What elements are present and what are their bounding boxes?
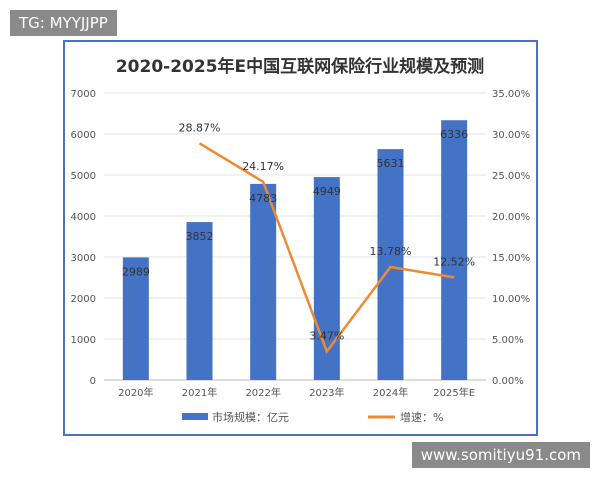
bar — [250, 183, 277, 380]
y-left-tick: 6000 — [71, 130, 96, 141]
watermark-tg: TG: MYYJJPP — [10, 10, 117, 36]
y-right-tick: 20.00% — [492, 212, 530, 223]
y-left-tick: 1000 — [71, 335, 96, 346]
bar — [186, 222, 213, 380]
x-tick: 2025年E — [433, 386, 475, 399]
y-right-tick: 15.00% — [492, 253, 530, 264]
y-right-tick: 5.00% — [492, 335, 524, 346]
legend-bar-swatch — [182, 413, 208, 420]
watermark-site: www.somitiyu91.com — [411, 442, 590, 468]
bar-label: 4949 — [313, 185, 341, 198]
y-left-tick: 7000 — [71, 89, 96, 100]
y-right-tick: 0.00% — [492, 376, 524, 387]
line-label: 24.17% — [242, 160, 284, 173]
chart-title: 2020-2025年E中国互联网保险行业规模及预测 — [116, 56, 484, 77]
line-label: 13.78% — [370, 245, 412, 258]
y-right-tick: 10.00% — [492, 294, 530, 305]
growth-line — [198, 142, 455, 355]
bar — [313, 177, 340, 380]
y-left-tick: 3000 — [71, 253, 96, 264]
y-left-tick: 5000 — [71, 171, 96, 182]
bar-label: 5631 — [377, 157, 405, 170]
x-tick: 2022年 — [245, 386, 280, 399]
x-tick: 2021年 — [182, 386, 217, 399]
y-left-tick: 4000 — [71, 212, 96, 223]
bar — [377, 149, 404, 380]
line-label: 28.87% — [179, 121, 221, 134]
line-label: 3.47% — [309, 330, 344, 343]
y-right-tick: 35.00% — [492, 89, 530, 100]
bar-label: 2989 — [122, 265, 150, 278]
bar-label: 3852 — [186, 230, 214, 243]
y-right-tick: 25.00% — [492, 171, 530, 182]
y-left-tick: 2000 — [71, 294, 96, 305]
x-tick: 2020年 — [118, 386, 153, 399]
legend-bar-label: 市场规模：亿元 — [212, 410, 289, 424]
bar-label: 4783 — [249, 192, 277, 205]
y-right-tick: 30.00% — [492, 130, 530, 141]
legend-line-label: 增速：% — [400, 410, 443, 424]
y-left-tick: 0 — [90, 376, 96, 387]
x-tick: 2023年 — [309, 386, 344, 399]
bar — [122, 257, 149, 380]
line-label: 12.52% — [433, 255, 475, 268]
bar-label: 6336 — [440, 128, 468, 141]
bar — [441, 120, 468, 380]
x-tick: 2024年 — [373, 386, 408, 399]
